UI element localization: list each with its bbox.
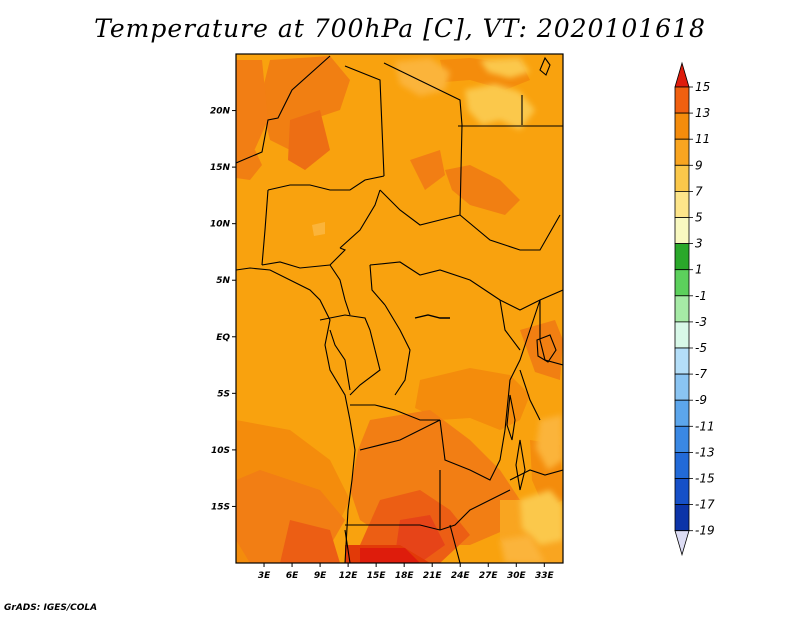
- colorbar-label: -9: [695, 393, 707, 407]
- colorbar-over-arrow: [674, 61, 690, 88]
- colorbar-swatch: [674, 243, 690, 271]
- colorbar-swatch: [674, 347, 690, 375]
- colorbar-swatch: [674, 86, 690, 114]
- colorbar-label: -3: [695, 315, 707, 329]
- colorbar-label: -1: [695, 289, 707, 303]
- grads-credit: GrADS: IGES/COLA: [4, 603, 98, 613]
- colorbar-swatch: [674, 190, 690, 218]
- lat-tick-label: 20N: [210, 107, 231, 117]
- country-borders: [236, 55, 563, 563]
- colorbar-swatch: [674, 138, 690, 166]
- colorbar-label: -7: [695, 367, 707, 381]
- lon-tick-label: 3E: [258, 571, 271, 581]
- lat-tick-label: 10S: [211, 446, 230, 456]
- colorbar-swatch: [674, 425, 690, 453]
- latitude-axis: 20N 15N 10N 5N EQ 5S 10S 15S: [210, 107, 236, 512]
- colorbar-swatch: [674, 399, 690, 427]
- lon-tick-label: 18E: [395, 571, 415, 581]
- colorbar-swatch: [674, 504, 690, 532]
- map-frame: [235, 53, 564, 564]
- lat-tick-label: 10N: [210, 220, 231, 230]
- colorbar-under-arrow: [674, 530, 690, 557]
- lat-tick-label: 15S: [211, 502, 230, 512]
- colorbar: 15 13 11 9 7 5 3 1 -1 -3 -5 -7 -9 -11 -13 -15 -17 -19: [674, 61, 715, 557]
- lon-tick-label: 15E: [367, 571, 387, 581]
- colorbar-label: -13: [695, 445, 715, 459]
- lon-tick-label: 30E: [507, 571, 527, 581]
- colorbar-swatch: [674, 478, 690, 506]
- colorbar-label: -17: [695, 498, 715, 512]
- colorbar-label: 13: [695, 106, 710, 120]
- lon-tick-label: 12E: [339, 571, 359, 581]
- colorbar-label: 15: [695, 80, 710, 94]
- colorbar-swatch: [674, 164, 690, 192]
- lat-tick-label: 15N: [210, 163, 231, 173]
- colorbar-swatch: [674, 269, 690, 297]
- lon-tick-label: 33E: [535, 571, 555, 581]
- colorbar-label: -11: [695, 419, 715, 433]
- lon-tick-label: 21E: [423, 571, 443, 581]
- colorbar-label: 7: [695, 184, 703, 198]
- colorbar-label: 3: [695, 237, 703, 251]
- lon-tick-label: 6E: [286, 571, 299, 581]
- colorbar-swatch: [674, 373, 690, 401]
- colorbar-label: -5: [695, 341, 707, 355]
- colorbar-swatch: [674, 295, 690, 323]
- lat-tick-label: 5S: [217, 389, 230, 399]
- colorbar-swatch: [674, 217, 690, 245]
- colorbar-label: -19: [695, 524, 715, 538]
- colorbar-label: 1: [695, 263, 703, 277]
- lat-tick-label: EQ: [216, 333, 230, 343]
- lat-tick-label: 5N: [216, 276, 230, 286]
- map-title: Temperature at 700hPa [C], VT: 202010161…: [94, 14, 706, 43]
- lon-tick-label: 9E: [314, 571, 327, 581]
- colorbar-label: 9: [695, 158, 703, 172]
- colorbar-swatch: [674, 321, 690, 349]
- lon-tick-label: 24E: [451, 571, 471, 581]
- colorbar-swatch: [674, 451, 690, 479]
- colorbar-swatch: [674, 112, 690, 140]
- colorbar-label: 5: [695, 211, 703, 225]
- lon-tick-label: 27E: [479, 571, 499, 581]
- temperature-field: [236, 54, 563, 563]
- colorbar-label: -15: [695, 472, 715, 486]
- colorbar-label: 11: [695, 132, 710, 146]
- longitude-axis: 3E 6E 9E 12E 15E 18E 21E 24E 27E 30E 33E: [258, 563, 555, 581]
